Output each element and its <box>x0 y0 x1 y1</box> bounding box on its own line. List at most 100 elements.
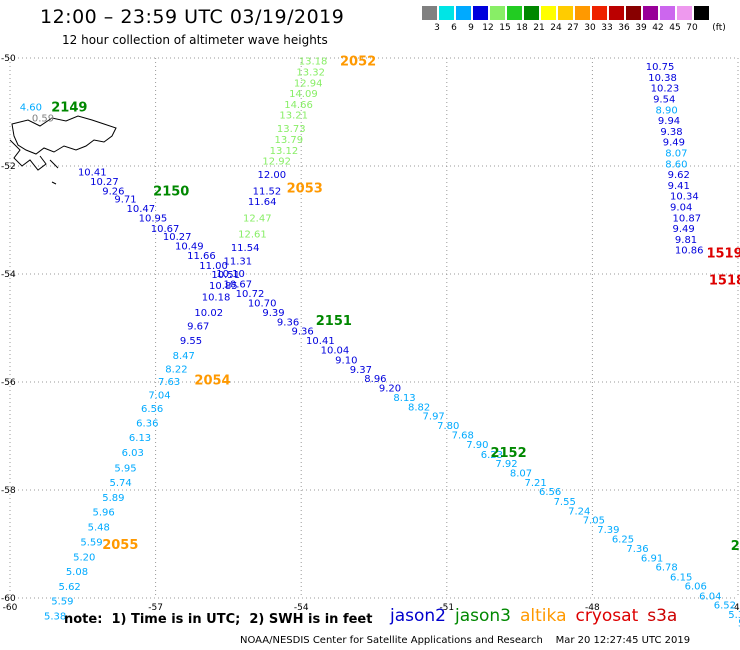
wave-height-label: 6.78 <box>655 563 677 574</box>
wave-height-label: 11.31 <box>224 257 253 268</box>
wave-height-label: 7.90 <box>466 440 488 451</box>
color-swatch <box>609 6 624 20</box>
falkland-islands-west <box>9 139 59 185</box>
wave-height-label: 12.92 <box>262 157 291 168</box>
color-scale-label: 33 <box>601 23 613 33</box>
wave-height-label: 9.04 <box>670 203 692 214</box>
wave-height-label: 7.80 <box>437 421 459 432</box>
x-tick-label: -60 <box>3 603 18 613</box>
wave-height-label: 7.24 <box>568 507 590 518</box>
wave-height-label: 9.81 <box>675 235 697 246</box>
color-swatch <box>473 6 488 20</box>
wave-height-label: 11.54 <box>231 243 260 254</box>
wave-height-label: 12.47 <box>243 213 272 224</box>
satellite-legend-item: cryosat <box>575 606 639 626</box>
color-swatch <box>677 6 692 20</box>
wave-height-label: 6.04 <box>699 591 721 602</box>
wave-height-label: 13.12 <box>270 146 299 157</box>
wave-height-label: 10.34 <box>670 192 699 203</box>
color-scale-label: 6 <box>451 23 457 33</box>
color-swatch <box>422 6 437 20</box>
wave-height-label: 6.52 <box>714 600 736 611</box>
color-swatch <box>524 6 539 20</box>
x-tick-label: -54 <box>294 603 309 613</box>
pass-number-label: 1519 <box>706 246 740 261</box>
color-scale-label: 3 <box>434 23 440 33</box>
color-scale-label: 18 <box>516 23 528 33</box>
wave-height-label: 9.39 <box>262 308 284 319</box>
wave-height-label: 8.13 <box>393 393 415 404</box>
wave-height-label: 10.85 <box>209 281 238 292</box>
pass-number-label: 2052 <box>340 55 376 70</box>
wave-height-label: 7.39 <box>597 525 619 536</box>
pass-number-label: 2055 <box>102 538 138 553</box>
wave-height-label: 9.37 <box>350 365 372 376</box>
wave-height-label: 9.38 <box>660 127 682 138</box>
pass-number-label: 2153 <box>731 539 740 554</box>
pass-number-label: 2152 <box>490 446 526 461</box>
wave-height-label: 7.63 <box>158 377 180 388</box>
color-scale-unit: (ft) <box>712 23 726 33</box>
x-tick-label: -48 <box>585 603 600 613</box>
pass-number-label: 2054 <box>194 373 230 388</box>
wave-height-label: 10.41 <box>78 167 107 178</box>
x-tick-label: -45 <box>731 603 740 613</box>
falkland-islands-coastline <box>11 115 117 155</box>
axis-tick-labels: -60 -57 -54 -51 -48 -45 -50 -52 -54 -56 -58 -60 <box>1 54 740 613</box>
wave-height-label: 9.49 <box>663 138 685 149</box>
wave-height-label: 10.86 <box>675 246 704 257</box>
wave-height-label: 6.36 <box>136 419 158 430</box>
wave-height-label: 10.72 <box>236 289 265 300</box>
x-tick-label: -51 <box>439 603 454 613</box>
y-tick-label: -54 <box>1 270 16 280</box>
wave-height-label: 9.71 <box>114 194 136 205</box>
color-scale-label: 42 <box>652 23 664 33</box>
wave-height-label: 9.36 <box>277 318 299 329</box>
wave-height-label: 14.66 <box>284 100 313 111</box>
wave-height-label: 9.26 <box>102 186 124 197</box>
wave-height-label: 6.56 <box>141 404 163 415</box>
wave-height-label: 12.94 <box>294 78 323 89</box>
wave-height-label: 6.03 <box>122 448 144 459</box>
wave-height-label: 7.36 <box>626 544 648 555</box>
wave-height-label: 10.27 <box>90 177 119 188</box>
wave-height-label: 6.06 <box>685 582 707 593</box>
wave-height-label: 6.13 <box>129 433 151 444</box>
wave-height-label: 11.64 <box>248 197 277 208</box>
color-scale-label: 45 <box>669 23 681 33</box>
color-scale-label: 15 <box>499 23 511 33</box>
wave-height-label: 12.61 <box>238 230 267 241</box>
color-scale-label: 70 <box>686 23 698 33</box>
wave-height-label: 10.27 <box>163 232 192 243</box>
wave-height-label: 7.68 <box>452 430 474 441</box>
wave-height-label: 6.56 <box>539 487 561 498</box>
wave-height-label: 13.79 <box>275 135 304 146</box>
map-title: 12:00 – 23:59 UTC 03/19/2019 <box>40 6 345 28</box>
wave-height-label: 10.02 <box>194 308 223 319</box>
wave-height-label: 10.18 <box>202 293 231 304</box>
wave-height-label: 5.20 <box>73 552 95 563</box>
satellite-legend: jason2 jason3 altika cryosat s3a <box>390 606 686 626</box>
satellite-legend-item: jason2 <box>390 606 446 626</box>
wave-height-label: 10.75 <box>646 62 675 73</box>
wave-height-label: 5.08 <box>66 567 88 578</box>
wave-height-label: 5.48 <box>88 523 110 534</box>
color-scale-label: 24 <box>550 23 562 33</box>
color-scale-label: 27 <box>567 23 579 33</box>
wave-height-label: 9.10 <box>335 355 357 366</box>
wave-height-label: 13.18 <box>299 57 328 68</box>
map-subtitle: 12 hour collection of altimeter wave hei… <box>62 33 328 47</box>
color-swatch <box>694 6 709 20</box>
credit-line: NOAA/NESDIS Center for Satellite Applica… <box>240 635 691 646</box>
wave-height-label: 10.41 <box>306 336 335 347</box>
wave-height-label: 10.51 <box>211 270 240 281</box>
wave-height-label: 10.67 <box>224 280 253 291</box>
wave-height-label: 10.67 <box>151 224 180 235</box>
wave-height-label: 5.96 <box>93 508 115 519</box>
color-swatch <box>592 6 607 20</box>
wave-height-label: 10.38 <box>648 73 677 84</box>
wave-height-label: 13.73 <box>277 124 306 135</box>
wave-height-label: 6.91 <box>641 554 663 565</box>
wave-height-label: 13.21 <box>279 111 308 122</box>
